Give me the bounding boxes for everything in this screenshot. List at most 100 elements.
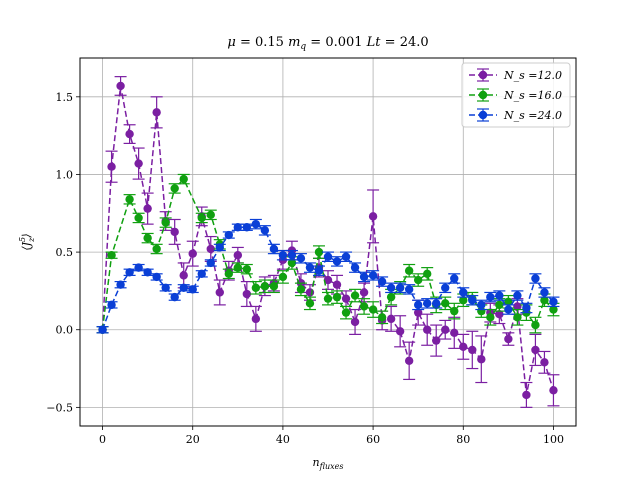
y-axis-label-close: ⟩ [20,233,33,238]
data-point [495,300,504,310]
data-point [143,204,152,213]
y-axis-label: ⟨J5z⟩ [18,233,36,250]
data-point [152,244,161,254]
data-point [450,328,459,338]
data-point [468,345,477,355]
y-tick-label: 1.0 [56,168,74,181]
data-point [125,195,134,204]
data-point [486,292,495,302]
data-point [531,274,540,283]
data-point [242,223,252,232]
data-point [269,282,279,291]
y-tick-label: −0.5 [46,401,73,414]
x-tick-label: 20 [186,433,200,446]
legend-entry-1: N_s =12.0 [469,68,562,82]
series-layer [96,76,560,408]
series-line [101,85,555,396]
y-tick-label: 0.5 [56,246,74,259]
data-point [143,268,152,277]
legend-marker [478,110,488,120]
data-point [305,263,315,272]
data-point [459,288,468,297]
data-point [531,345,540,355]
data-point [125,129,134,139]
data-point [540,288,549,297]
data-point [486,313,495,322]
data-point [531,320,540,330]
data-point [423,325,432,334]
data-point [549,386,558,395]
data-point [296,285,306,294]
title-mq-symbol: m [288,35,300,50]
data-point [116,280,125,289]
data-point [152,272,161,282]
data-point [305,288,315,297]
data-point [513,302,522,311]
data-point [450,274,459,283]
legend-entry-3: N_s =24.0 [469,108,562,122]
data-point [224,269,233,279]
x-tick-label: 40 [276,433,290,446]
legend-marker [478,70,488,80]
data-point [540,296,549,305]
data-point [504,297,513,306]
data-point [251,283,261,293]
data-point [206,258,215,268]
data-point [549,305,558,314]
data-point [368,212,378,221]
data-point [107,250,116,260]
data-point [206,244,215,254]
data-point [161,283,170,293]
data-point [323,294,333,303]
data-point [350,317,360,327]
data-point [504,305,513,314]
data-point [432,299,441,308]
data-point [215,288,224,297]
data-point [549,297,558,306]
data-point [233,250,243,260]
x-tick-label: 60 [366,433,380,446]
data-point [540,358,549,367]
data-point [350,263,360,272]
plot-frame [79,57,577,427]
data-point [170,292,179,302]
x-axis-label-sub: fluxes [319,462,344,471]
data-point [504,334,513,344]
data-point [116,81,125,91]
x-axis-label-n: n [313,456,320,469]
data-point [341,294,351,303]
legend-box [461,62,571,128]
data-point [242,264,252,274]
data-point [332,257,342,266]
data-point [188,285,197,294]
data-point [413,275,423,285]
data-point [170,184,179,193]
ticks: 0 20 40 60 80 100 −0.5 0.0 0.5 1.0 1.5 [46,91,564,446]
legend-entry-2: N_s =16.0 [469,88,562,102]
x-tick-label: 0 [99,433,106,446]
legend-label: N_s =24.0 [503,109,562,122]
data-point [513,291,522,300]
data-point [404,266,414,275]
data-point [413,308,423,317]
legend-marker [478,90,488,100]
data-point [332,292,342,302]
title-mq-subscript: q [300,42,306,52]
title-lt-value: = 24.0 [381,35,429,50]
data-point [522,303,531,313]
data-point [441,283,450,293]
data-point [368,305,378,314]
data-point [251,219,261,229]
data-point [459,342,468,352]
data-point [404,356,414,365]
data-point [332,280,342,289]
data-point [305,299,315,308]
data-point [152,108,161,117]
y-axis-label-sub: z [27,237,36,243]
data-point [224,230,233,240]
data-point [260,282,270,291]
data-point [233,223,243,232]
data-point [98,325,107,334]
data-point [206,210,215,220]
